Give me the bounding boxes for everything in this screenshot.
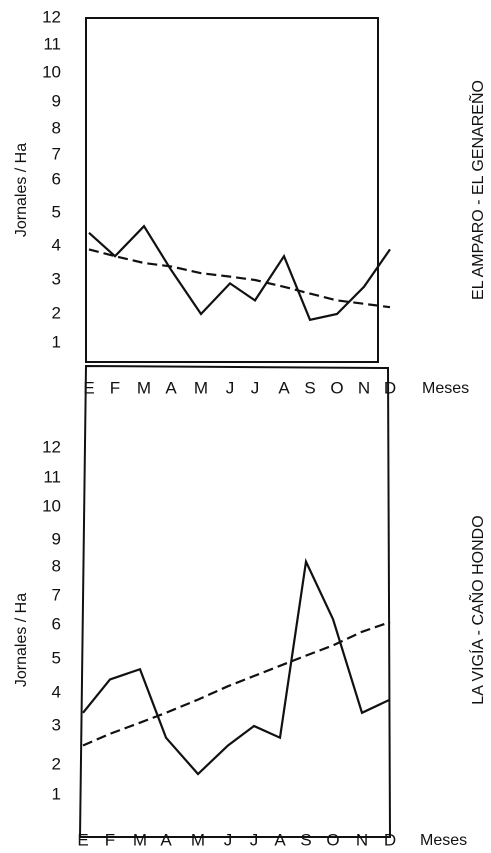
x-tick-label: O bbox=[330, 378, 343, 397]
trend-line-dashed bbox=[88, 248, 391, 309]
y-tick-label: 4 bbox=[52, 682, 61, 701]
x-tick-label: D bbox=[384, 830, 396, 849]
chart-title: LA VIGÍA - CAÑO HONDO bbox=[467, 515, 487, 704]
y-tick-label: 7 bbox=[52, 585, 61, 604]
x-tick-label: J bbox=[251, 378, 260, 397]
x-tick-label: M bbox=[191, 830, 205, 849]
y-tick-label: 5 bbox=[52, 648, 61, 667]
x-tick-label: D bbox=[384, 378, 396, 397]
plot-frame bbox=[78, 364, 392, 838]
x-tick-label: M bbox=[133, 830, 147, 849]
y-tick-label: 2 bbox=[52, 303, 61, 322]
y-tick-label: 11 bbox=[43, 467, 61, 486]
y-tick-label: 1 bbox=[52, 784, 61, 803]
y-tick-label: 7 bbox=[52, 144, 61, 163]
chart-title: EL AMPARO - EL GENAREÑO bbox=[467, 80, 487, 300]
y-tick-label: 5 bbox=[52, 202, 61, 221]
x-tick-label: A bbox=[278, 378, 290, 397]
y-tick-label: 8 bbox=[52, 118, 61, 137]
y-tick-label: 4 bbox=[52, 235, 61, 254]
x-tick-label: E bbox=[83, 378, 94, 397]
y-axis-title: Jornales / Ha bbox=[13, 143, 30, 237]
y-tick-label: 12 bbox=[42, 437, 61, 456]
y-tick-label: 10 bbox=[42, 496, 61, 515]
x-axis-title: Meses bbox=[422, 380, 469, 397]
x-tick-label: N bbox=[358, 378, 370, 397]
y-tick-label: 8 bbox=[52, 556, 61, 575]
data-line-solid bbox=[88, 224, 391, 322]
y-tick-label: 6 bbox=[52, 169, 61, 188]
x-tick-label: J bbox=[250, 830, 259, 849]
y-tick-label: 12 bbox=[42, 7, 61, 26]
x-axis-title: Meses bbox=[420, 832, 467, 849]
x-tick-label: S bbox=[300, 830, 311, 849]
x-tick-label: F bbox=[105, 830, 115, 849]
y-tick-label: 3 bbox=[52, 715, 61, 734]
y-tick-label: 3 bbox=[52, 269, 61, 288]
y-tick-label: 9 bbox=[52, 529, 61, 548]
x-tick-label: S bbox=[304, 378, 315, 397]
x-tick-label: A bbox=[274, 830, 286, 849]
x-tick-label: M bbox=[194, 378, 208, 397]
x-tick-label: A bbox=[160, 830, 172, 849]
y-tick-label: 9 bbox=[52, 91, 61, 110]
x-tick-label: F bbox=[110, 378, 120, 397]
x-tick-label: J bbox=[226, 378, 235, 397]
y-tick-label: 1 bbox=[52, 332, 61, 351]
y-tick-label: 11 bbox=[43, 34, 61, 53]
y-axis-title: Jornales / Ha bbox=[13, 593, 30, 687]
y-tick-label: 6 bbox=[52, 614, 61, 633]
x-tick-label: M bbox=[137, 378, 151, 397]
x-tick-label: E bbox=[77, 830, 88, 849]
data-line-solid bbox=[82, 557, 391, 776]
x-tick-label: J bbox=[224, 830, 233, 849]
y-tick-label: 2 bbox=[52, 754, 61, 773]
plot-frame bbox=[85, 17, 379, 363]
x-tick-label: N bbox=[356, 830, 368, 849]
x-tick-label: A bbox=[165, 378, 177, 397]
y-tick-label: 10 bbox=[42, 62, 61, 81]
trend-line-dashed bbox=[82, 621, 391, 747]
x-tick-label: O bbox=[326, 830, 339, 849]
